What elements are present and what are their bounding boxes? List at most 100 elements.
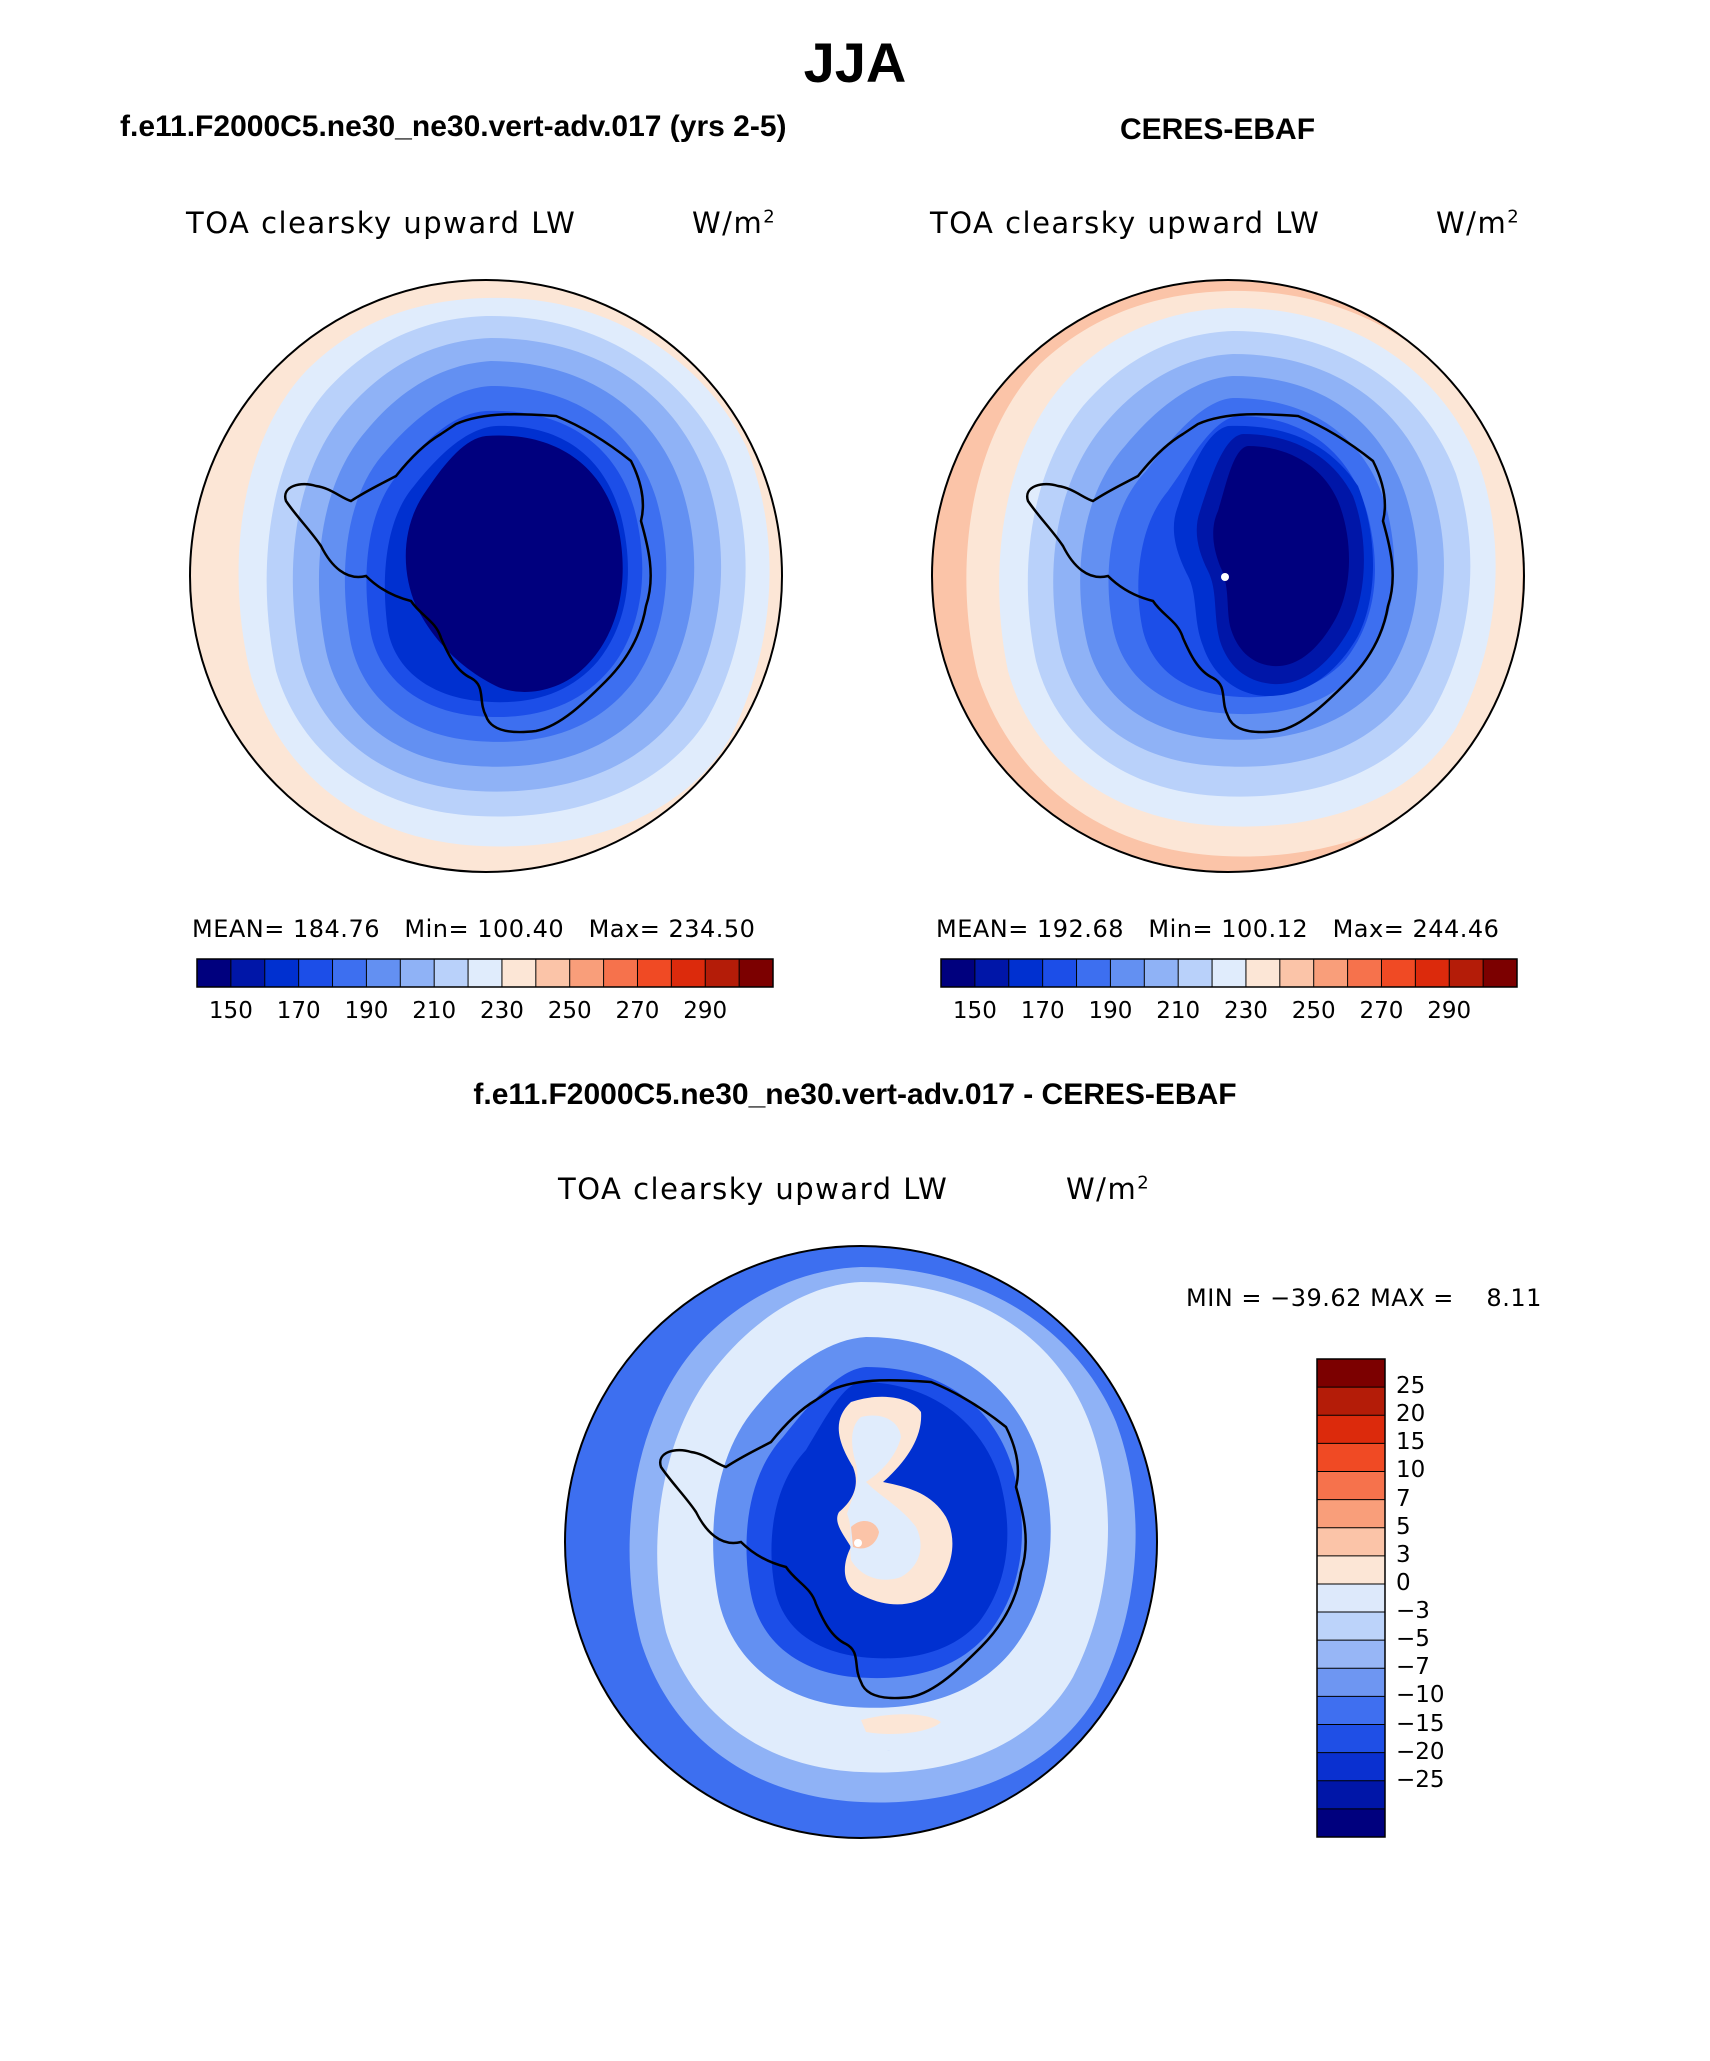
colorbar-swatch (197, 959, 232, 987)
colorbar-swatch (535, 959, 571, 987)
colorbar-swatch (739, 959, 774, 987)
colorbar-tick-label: −20 (1396, 1738, 1445, 1765)
colorbar-swatch (1347, 959, 1382, 987)
colorbar-border (196, 958, 774, 988)
colorbar-tick-label: 290 (1427, 998, 1472, 1024)
colorbar-swatch (230, 959, 266, 987)
colorbar-tick-label: 150 (208, 998, 253, 1024)
colorbar-tick-label: 210 (412, 998, 457, 1024)
colorbar-tick-label: −15 (1396, 1710, 1445, 1737)
model-colorbar (196, 958, 774, 988)
colorbar-swatch (671, 959, 706, 987)
coastline (659, 1378, 1027, 1700)
map-boundary (931, 279, 1525, 873)
pole-marker (854, 1539, 862, 1547)
colorbar-tick-label: 170 (276, 998, 321, 1024)
colorbar-tick-label: 15 (1396, 1429, 1426, 1456)
colorbar-tick-label: 3 (1396, 1541, 1411, 1568)
diff-stats: MIN = −39.62 MAX = 8.11 (1186, 1284, 1542, 1312)
colorbar-swatch (974, 959, 1010, 987)
colorbar-tick-label: 150 (952, 998, 997, 1024)
contour-darkest (405, 435, 623, 692)
colorbar-tick-label: 0 (1396, 1569, 1411, 1596)
obs-colorbar-ticks: 150 170 190 210 230 250 270 290 (940, 998, 1518, 1028)
colorbar-swatch (637, 959, 672, 987)
diff-panel-title: f.e11.F2000C5.ne30_ne30.vert-adv.017 - C… (473, 1078, 1237, 1111)
diff-polar-map (564, 1245, 1158, 1839)
model-variable-unit: W/m2 (692, 206, 777, 240)
colorbar-swatch (1317, 1696, 1385, 1726)
colorbar-swatch (1381, 959, 1416, 987)
colorbar-swatch (1317, 1724, 1385, 1754)
model-variable-name: TOA clearsky upward LW (186, 206, 577, 240)
coastline (284, 412, 652, 734)
diff-colorbar-ticks: 25 20 15 10 7 5 3 0 −3 −5 −7 −10 −15 −20 −25 (1396, 1358, 1476, 1838)
colorbar-tick-label: 210 (1156, 998, 1201, 1024)
colorbar-swatch (569, 959, 605, 987)
obs-stats: MEAN= 192.68 Min= 100.12 Max= 244.46 (936, 915, 1500, 943)
colorbar-swatch (1317, 1808, 1385, 1838)
colorbar-swatch (1313, 959, 1349, 987)
pole-marker (1221, 573, 1229, 581)
colorbar-tick-label: 170 (1020, 998, 1065, 1024)
diff-variable-unit: W/m2 (1066, 1172, 1151, 1206)
coastline (1026, 412, 1394, 734)
colorbar-tick-label: 230 (479, 998, 524, 1024)
colorbar-swatch (366, 959, 401, 987)
colorbar-tick-label: 25 (1396, 1373, 1426, 1400)
colorbar-swatch (1317, 1640, 1385, 1669)
colorbar-tick-label: 230 (1223, 998, 1268, 1024)
colorbar-swatch (1317, 1612, 1385, 1641)
colorbar-swatch (1449, 959, 1484, 987)
colorbar-tick-label: 250 (1291, 998, 1336, 1024)
model-stats: MEAN= 184.76 Min= 100.40 Max= 234.50 (192, 915, 756, 943)
colorbar-tick-label: 270 (615, 998, 660, 1024)
colorbar-swatch (1144, 959, 1179, 987)
colorbar-swatch (1317, 1499, 1385, 1529)
map-boundary (564, 1245, 1158, 1839)
model-polar-map (189, 279, 783, 873)
diff-colorbar (1316, 1358, 1386, 1838)
colorbar-swatch (298, 959, 334, 987)
colorbar-tick-label: 270 (1359, 998, 1404, 1024)
model-colorbar-ticks: 150 170 190 210 230 250 270 290 (196, 998, 774, 1028)
colorbar-swatch (1317, 1443, 1385, 1472)
obs-variable-name: TOA clearsky upward LW (930, 206, 1321, 240)
colorbar-swatch (1317, 1583, 1385, 1613)
contour-darkest (1213, 446, 1350, 667)
colorbar-swatch (1076, 959, 1111, 987)
colorbar-swatch (941, 959, 976, 987)
colorbar-swatch (1008, 959, 1044, 987)
obs-panel-title: CERES-EBAF (1120, 113, 1316, 146)
colorbar-tick-label: 290 (683, 998, 728, 1024)
figure-title: JJA (803, 31, 907, 94)
colorbar-tick-label: 10 (1396, 1457, 1426, 1484)
colorbar-border (1316, 1358, 1386, 1838)
obs-polar-map (931, 279, 1525, 873)
colorbar-tick-label: −3 (1396, 1598, 1430, 1625)
colorbar-swatch (1317, 1752, 1385, 1782)
colorbar-swatch (1483, 959, 1518, 987)
colorbar-swatch (1317, 1527, 1385, 1557)
colorbar-tick-label: 190 (344, 998, 389, 1024)
colorbar-swatch (1042, 959, 1078, 987)
colorbar-swatch (1110, 959, 1145, 987)
colorbar-swatch (1317, 1555, 1385, 1585)
colorbar-swatch (1317, 1359, 1385, 1388)
colorbar-border (940, 958, 1518, 988)
colorbar-swatch (603, 959, 638, 987)
colorbar-swatch (1317, 1668, 1385, 1697)
colorbar-tick-label: 7 (1396, 1485, 1411, 1512)
colorbar-swatch (501, 959, 537, 987)
map-boundary (189, 279, 783, 873)
colorbar-swatch (264, 959, 300, 987)
colorbar-swatch (400, 959, 435, 987)
colorbar-tick-label: 20 (1396, 1401, 1426, 1428)
band-peach-patch (861, 1714, 941, 1734)
colorbar-tick-label: 250 (547, 998, 592, 1024)
colorbar-tick-label: −25 (1396, 1766, 1445, 1793)
obs-variable-unit: W/m2 (1436, 206, 1521, 240)
colorbar-tick-label: −5 (1396, 1626, 1430, 1653)
colorbar-swatch (705, 959, 740, 987)
colorbar-swatch (1245, 959, 1281, 987)
